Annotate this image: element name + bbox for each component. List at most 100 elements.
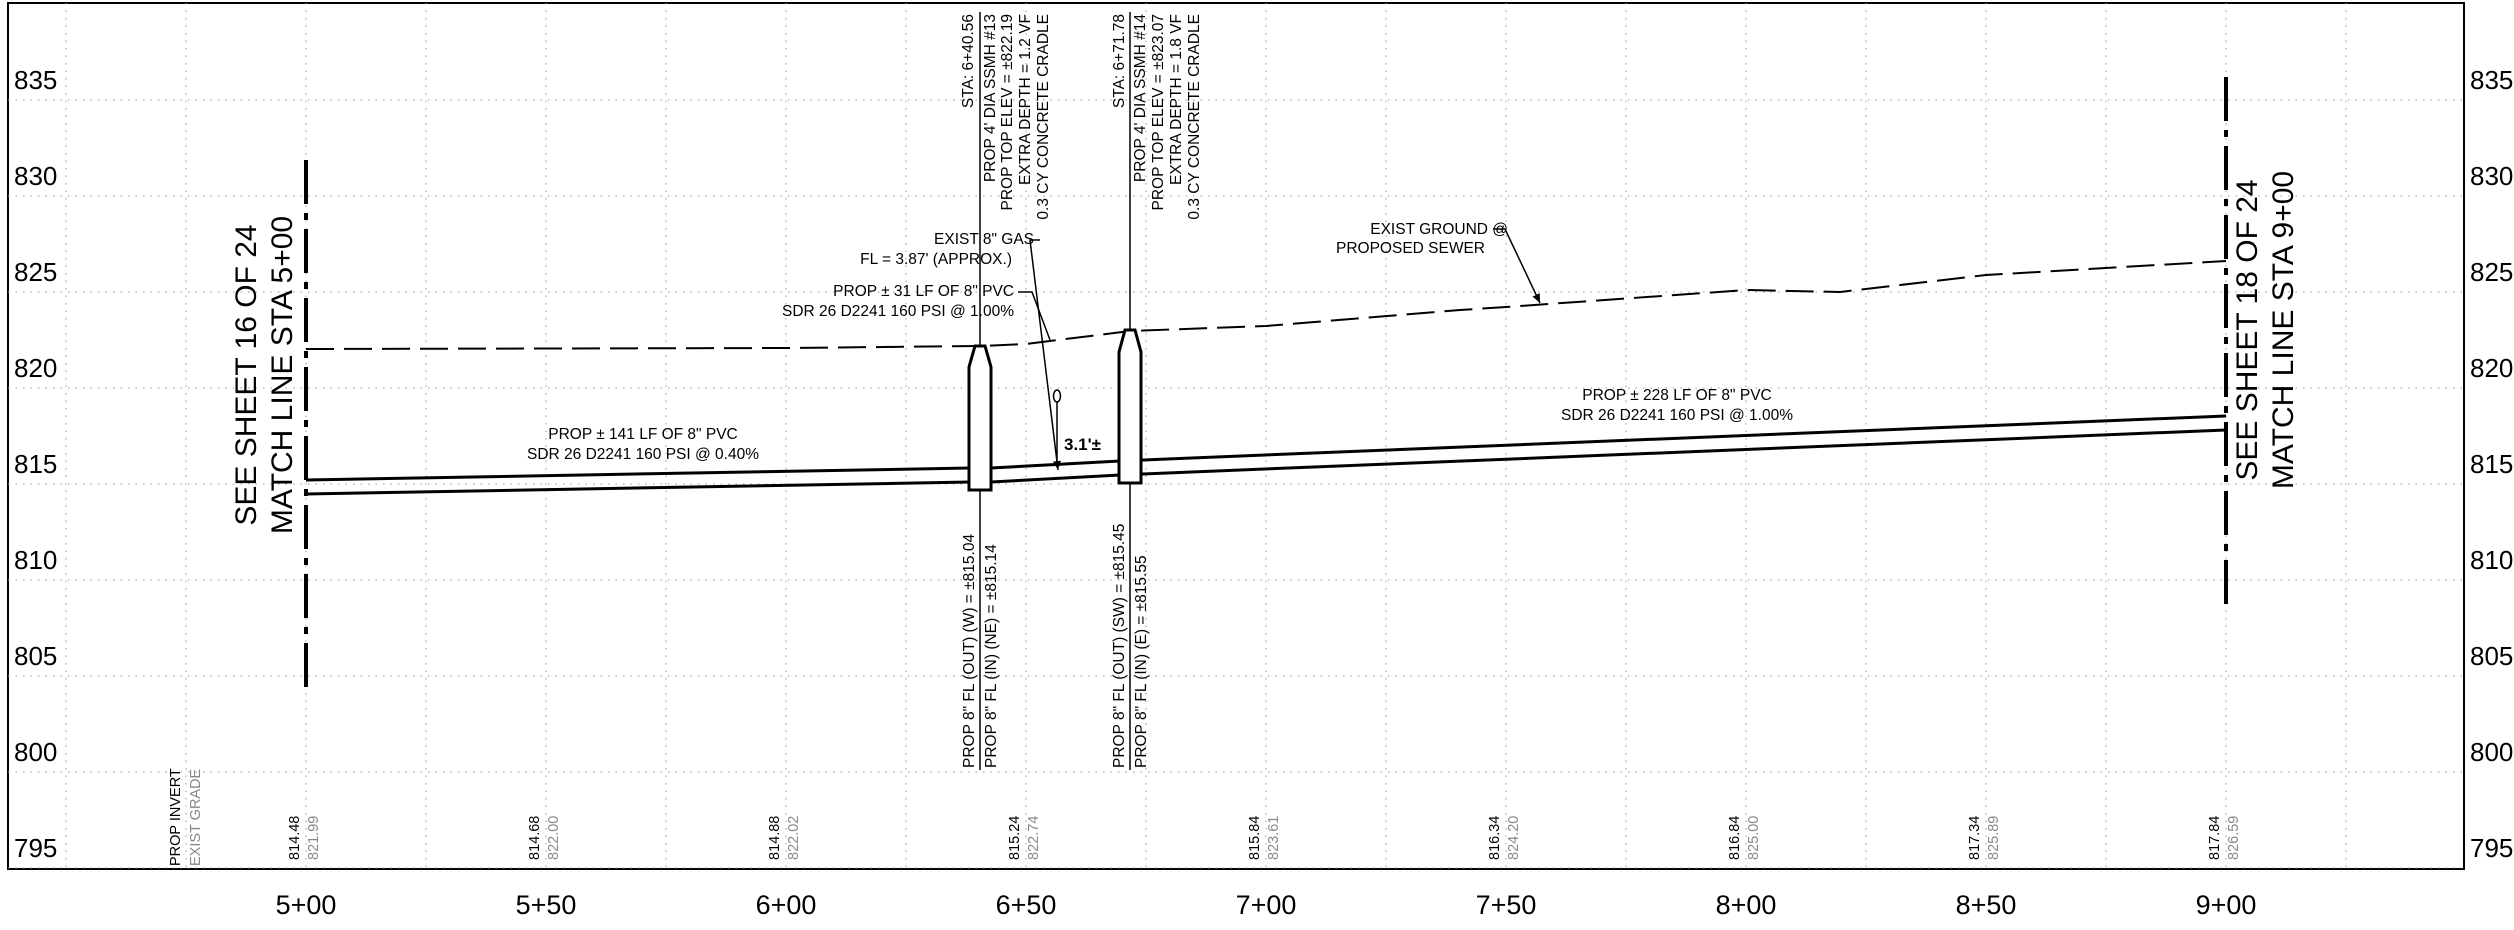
station-label: 8+00 [1716, 890, 1777, 920]
grade-value: 822.74 [1026, 816, 1042, 860]
elevation-label: 815 [14, 449, 57, 479]
match-line-right-label: SEE SHEET 18 OF 24 MATCH LINE STA 9+00 [2231, 171, 2300, 489]
manhole-14-flowline-callout: PROP 8" FL (OUT) (SW) = ±815.45 PROP 8" … [1111, 524, 1150, 768]
invert-value: 814.88 [767, 816, 783, 860]
manhole-14-fl-out: PROP 8" FL (OUT) (SW) = ±815.45 [1111, 524, 1128, 768]
manhole-14-top-elevation: PROP TOP ELEV = ±823.07 [1150, 14, 1167, 211]
manhole-14 [1117, 328, 1143, 485]
pipe-segment-141lf [305, 466, 971, 496]
elevation-label: 795 [2470, 833, 2513, 863]
ground-label-line2: PROPOSED SEWER [1336, 240, 1485, 257]
station-label: 6+00 [756, 890, 817, 920]
elevation-label: 835 [2470, 65, 2513, 95]
station-label: 6+50 [996, 890, 1057, 920]
grade-value: 824.20 [1506, 816, 1522, 860]
station-label: 5+00 [276, 890, 337, 920]
pipe-segment-31lf [990, 459, 1121, 484]
profile-frame [7, 2, 2465, 870]
manhole-14-cradle: 0.3 CY CONCRETE CRADLE [1186, 14, 1203, 220]
manhole-13-extra-depth: EXTRA DEPTH = 1.2 VF [1017, 14, 1034, 185]
pipe-228-spec: SDR 26 D2241 160 PSI @ 1.00% [1561, 407, 1793, 424]
invert-value: 816.84 [1727, 816, 1743, 860]
station-label: 8+50 [1956, 890, 2017, 920]
pipe-segment-228lf [1141, 414, 2227, 476]
manhole-13-fl-out: PROP 8" FL (OUT) (W) = ±815.04 [961, 534, 978, 768]
elevation-label: 830 [14, 161, 57, 191]
manhole-14-station: STA: 6+71.78 [1111, 14, 1128, 108]
grade-value: 823.61 [1266, 816, 1282, 860]
manhole-13-flowline-callout: PROP 8" FL (OUT) (W) = ±815.04 PROP 8" F… [961, 534, 1000, 768]
pipe-228-length: PROP ± 228 LF OF 8" PVC [1582, 387, 1771, 404]
manhole-14-extra-depth: EXTRA DEPTH = 1.8 VF [1168, 14, 1185, 185]
pipe-141-length: PROP ± 141 LF OF 8" PVC [548, 426, 737, 443]
grade-value: 825.00 [1746, 816, 1762, 860]
pipe-228-callout: PROP ± 228 LF OF 8" PVC SDR 26 D2241 160… [1561, 387, 1793, 424]
gas-label: EXIST 8" GAS [934, 231, 1034, 248]
invert-value: 814.48 [287, 816, 303, 860]
elevation-labels-left: 835 830 825 820 815 810 805 800 795 [14, 65, 57, 863]
elevation-label: 825 [2470, 257, 2513, 287]
elevation-label: 810 [14, 545, 57, 575]
gas-flowline: FL = 3.87' (APPROX.) [860, 251, 1012, 268]
manhole-13-cradle: 0.3 CY CONCRETE CRADLE [1035, 14, 1052, 220]
grade-table-invert-header: PROP INVERT [168, 768, 184, 866]
manhole-13-fl-in: PROP 8" FL (IN) (NE) = ±815.14 [983, 544, 1000, 768]
pipe-141-spec: SDR 26 D2241 160 PSI @ 0.40% [527, 446, 759, 463]
elevation-labels-right: 835 830 825 820 815 810 805 800 795 [2470, 65, 2513, 863]
match-line-left-station: MATCH LINE STA 5+00 [266, 216, 299, 534]
gas-callout: EXIST 8" GAS FL = 3.87' (APPROX.) [860, 231, 1061, 471]
grade-value: 826.59 [2226, 816, 2242, 860]
manhole-13-top-elevation: PROP TOP ELEV = ±822.19 [999, 14, 1016, 211]
station-label: 7+50 [1476, 890, 1537, 920]
elevation-label: 805 [14, 641, 57, 671]
pipe-31-length: PROP ± 31 LF OF 8" PVC [833, 283, 1014, 300]
elevation-label: 810 [2470, 545, 2513, 575]
ground-label-line1: EXIST GROUND @ [1370, 221, 1508, 238]
match-line-left-label: SEE SHEET 16 OF 24 MATCH LINE STA 5+00 [230, 216, 299, 534]
station-labels: 5+00 5+50 6+00 6+50 7+00 7+50 8+00 8+50 … [276, 890, 2257, 920]
invert-value: 814.68 [527, 816, 543, 860]
manhole-13-callout: STA: 6+40.56 PROP 4' DIA SSMH #13 PROP T… [960, 14, 1052, 220]
station-label: 7+00 [1236, 890, 1297, 920]
existing-ground-callout: EXIST GROUND @ PROPOSED SEWER [1336, 221, 1541, 304]
grade-value: 821.99 [306, 816, 322, 860]
elevation-label: 820 [14, 353, 57, 383]
elevation-label: 830 [2470, 161, 2513, 191]
match-line-left-sheet: SEE SHEET 16 OF 24 [230, 224, 263, 525]
grade-table: PROP INVERT EXIST GRADE 814.48 821.99 81… [168, 768, 2242, 866]
invert-value: 817.84 [2207, 816, 2223, 860]
invert-value: 815.84 [1247, 816, 1263, 860]
manhole-13-station: STA: 6+40.56 [960, 14, 977, 108]
grade-table-grade-header: EXIST GRADE [188, 768, 204, 866]
station-label: 9+00 [2196, 890, 2257, 920]
invert-value: 816.34 [1487, 816, 1503, 860]
grade-value: 825.89 [1986, 816, 2002, 860]
elevation-label: 815 [2470, 449, 2513, 479]
elevation-label: 820 [2470, 353, 2513, 383]
elevation-label: 795 [14, 833, 57, 863]
match-line-right-station: MATCH LINE STA 9+00 [2267, 171, 2300, 489]
pipe-31-callout: PROP ± 31 LF OF 8" PVC SDR 26 D2241 160 … [782, 283, 1051, 341]
invert-value: 815.24 [1007, 816, 1023, 860]
elevation-label: 835 [14, 65, 57, 95]
manhole-13-description: PROP 4' DIA SSMH #13 [982, 14, 999, 182]
station-label: 5+50 [516, 890, 577, 920]
existing-ground-line [305, 260, 2227, 350]
gas-pipe [1052, 389, 1062, 403]
grade-value: 822.02 [786, 816, 802, 860]
elevation-label: 800 [14, 737, 57, 767]
elevation-label: 800 [2470, 737, 2513, 767]
invert-value: 817.34 [1967, 816, 1983, 860]
grade-value: 822.00 [546, 816, 562, 860]
elevation-label: 825 [14, 257, 57, 287]
manhole-14-fl-in: PROP 8" FL (IN) (E) = ±815.55 [1133, 555, 1150, 768]
manhole-14-description: PROP 4' DIA SSMH #14 [1132, 14, 1149, 182]
match-line-right-sheet: SEE SHEET 18 OF 24 [2231, 179, 2264, 480]
pipe-31-spec: SDR 26 D2241 160 PSI @ 1.00% [782, 303, 1014, 320]
manhole-13 [967, 344, 993, 492]
pipe-141-callout: PROP ± 141 LF OF 8" PVC SDR 26 D2241 160… [527, 426, 759, 463]
elevation-label: 805 [2470, 641, 2513, 671]
gas-clearance-label: 3.1'± [1064, 435, 1101, 454]
manhole-14-callout: STA: 6+71.78 PROP 4' DIA SSMH #14 PROP T… [1111, 14, 1203, 220]
